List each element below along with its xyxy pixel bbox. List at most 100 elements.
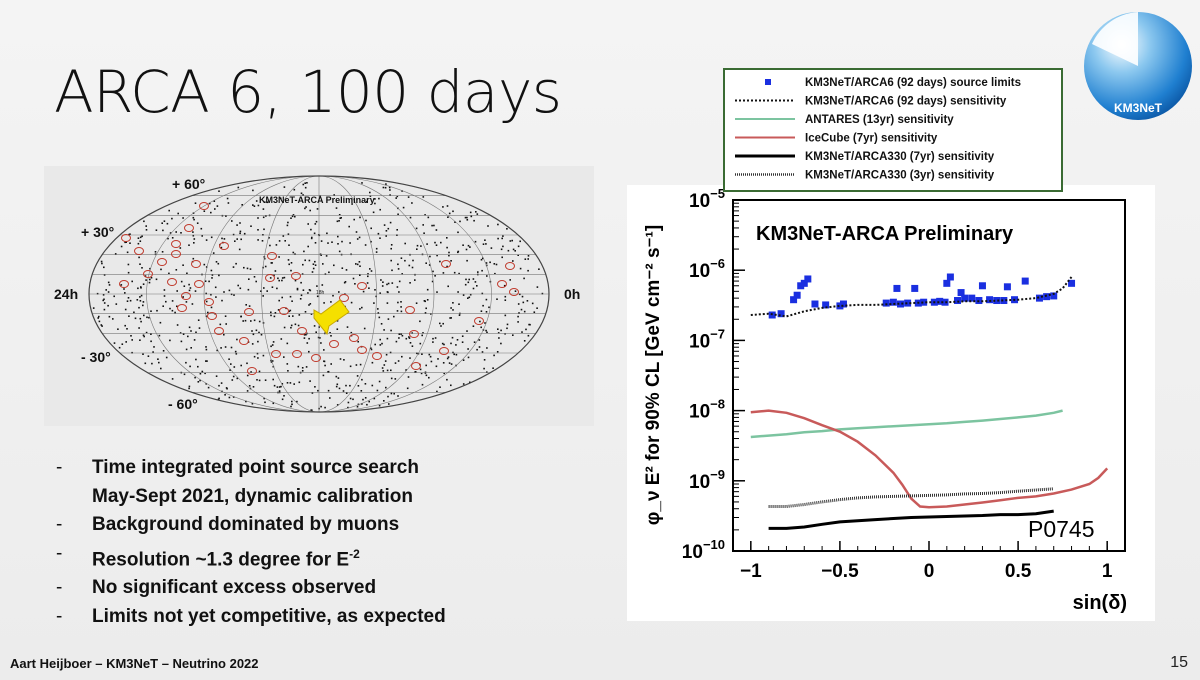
source-limit-point	[968, 294, 976, 302]
bullet-text: Limits not yet competitive, as expected	[92, 605, 446, 627]
series-line	[750, 409, 1109, 509]
source-limit-point	[993, 297, 1001, 305]
bullet-dash: -	[56, 577, 63, 599]
bullet-text-line2: May-Sept 2021, dynamic calibration	[92, 485, 414, 507]
plot-axes: −1 −0.5 0 0.5 1 10−10 10−9 10−8 10−7 10−6 10−5	[682, 186, 1113, 582]
legend-label: KM3NeT/ARCA6 (92 days) sensitivity	[805, 96, 1007, 108]
source-limit-point	[941, 298, 949, 306]
footer-text: Aart Heijboer – KM3NeT – Neutrino 2022	[10, 656, 259, 671]
source-limit-point	[1035, 294, 1043, 302]
source-limit-point	[839, 300, 847, 308]
bullet-text: Time integrated point source search	[92, 457, 419, 478]
y-tick-label: 10−7	[689, 326, 725, 352]
source-limit-point	[1003, 283, 1011, 291]
legend-label: KM3NeT/ARCA330 (7yr) sensitivity	[805, 151, 995, 163]
source-limit-point	[797, 282, 805, 290]
source-limit-point	[911, 284, 919, 292]
plot-series-layer	[750, 273, 1109, 530]
source-limit-point	[800, 279, 808, 287]
y-tick-label: 10−6	[689, 256, 725, 282]
plot-annotation: P0745	[1028, 516, 1095, 542]
label-minus60: - 60°	[168, 396, 198, 412]
skymap-center-tick: 18h	[316, 290, 325, 296]
bullet-dash: -	[56, 457, 63, 478]
series-line	[768, 487, 1054, 508]
source-limit-point	[904, 299, 912, 307]
x-tick-label: −1	[740, 561, 762, 582]
source-limit-point	[777, 310, 785, 318]
series-line	[768, 509, 1054, 530]
bullet-list: - Time integrated point source search Ma…	[56, 454, 446, 631]
source-limit-point	[790, 296, 798, 304]
label-0h: 0h	[564, 286, 580, 302]
source-limit-point	[946, 273, 954, 281]
plot-legend: KM3NeT/ARCA6 (92 days) source limits KM3N…	[723, 68, 1063, 192]
bullet-item: - Resolution ~1.3 degree for E-2	[56, 540, 446, 575]
source-limit-point	[1043, 293, 1051, 301]
x-tick-label: −0.5	[821, 561, 859, 582]
bullet-text: Resolution ~1.3 degree for E	[92, 548, 350, 570]
source-limit-point	[882, 299, 890, 307]
source-limit-point	[943, 279, 951, 287]
source-limit-point	[961, 294, 969, 302]
bullet-superscript: -2	[349, 546, 360, 561]
source-limit-point	[920, 298, 928, 306]
highlight-arrow	[313, 299, 350, 336]
logo-text: KM3NeT	[1114, 101, 1163, 115]
source-limit-point	[793, 291, 801, 299]
limits-plot: −1 −0.5 0 0.5 1 10−10 10−9 10−8 10−7 10−6 10−5 KM3…	[643, 186, 1127, 614]
km3net-logo: KM3NeT	[1084, 12, 1192, 120]
source-limit-point	[1068, 279, 1076, 287]
source-limit-point	[954, 297, 962, 305]
bullet-item: - Time integrated point source search Ma…	[56, 454, 446, 511]
page-number: 15	[1170, 654, 1188, 671]
series-line	[750, 409, 1063, 439]
bullet-dash: -	[56, 542, 63, 564]
source-limit-point	[804, 275, 812, 283]
legend-entries: KM3NeT/ARCA6 (92 days) source limits KM3N…	[735, 77, 1021, 182]
source-limit-point	[836, 302, 844, 310]
source-limit-point	[889, 298, 897, 306]
x-tick-label: 0.5	[1005, 561, 1032, 582]
bullet-item: - No significant excess observed	[56, 574, 446, 603]
bullet-dash: -	[56, 514, 63, 535]
plot-title: KM3NeT-ARCA Preliminary	[756, 223, 1014, 245]
source-limit-point	[957, 289, 965, 297]
source-limit-point	[893, 284, 901, 292]
legend-label: IceCube (7yr) sensitivity	[805, 133, 938, 145]
source-limit-point	[896, 300, 904, 308]
skymap-source-circles	[119, 202, 519, 375]
y-axis-label: φ_ν E² for 90% CL [GeV cm⁻² s⁻¹]	[643, 225, 664, 525]
y-tick-label: 10−5	[689, 186, 725, 212]
plot-frame	[732, 199, 1126, 552]
x-axis-label: sin(δ)	[1073, 592, 1127, 614]
bullet-item: - Background dominated by muons	[56, 511, 446, 540]
y-tick-label: 10−9	[689, 467, 725, 493]
source-limit-point	[1021, 277, 1029, 285]
bullet-text: Background dominated by muons	[92, 514, 400, 535]
source-limit-point	[811, 300, 819, 308]
label-minus30: - 30°	[81, 349, 111, 365]
label-plus30: + 30°	[81, 224, 114, 240]
source-limit-point	[822, 301, 830, 309]
y-tick-label: 10−8	[689, 397, 725, 423]
source-limit-point	[978, 282, 986, 290]
source-limit-point	[936, 297, 944, 305]
x-tick-label: 0	[924, 561, 935, 582]
legend-label: ANTARES (13yr) sensitivity	[805, 114, 954, 126]
slide-title: ARCA 6, 100 days	[54, 58, 562, 126]
series-line	[750, 276, 1073, 318]
y-tick-label: 10−10	[682, 537, 725, 563]
label-24h: 24h	[54, 286, 78, 302]
label-plus60: + 60°	[172, 176, 205, 192]
legend-label: KM3NeT/ARCA330 (3yr) sensitivity	[805, 170, 995, 182]
x-tick-label: 1	[1102, 561, 1113, 582]
legend-label: KM3NeT/ARCA6 (92 days) source limits	[805, 77, 1021, 89]
skymap-figure: KM3NeT-ARCA Preliminary 18h + 60° + 30° …	[44, 166, 594, 426]
source-limit-point	[1000, 297, 1008, 305]
limits-plot-panel: −1 −0.5 0 0.5 1 10−10 10−9 10−8 10−7 10−6 10−5 KM3…	[627, 185, 1155, 621]
bullet-dash: -	[56, 605, 63, 627]
source-limit-point	[1050, 292, 1058, 300]
source-limit-point	[986, 296, 994, 304]
skymap-title: KM3NeT-ARCA Preliminary	[259, 195, 375, 205]
